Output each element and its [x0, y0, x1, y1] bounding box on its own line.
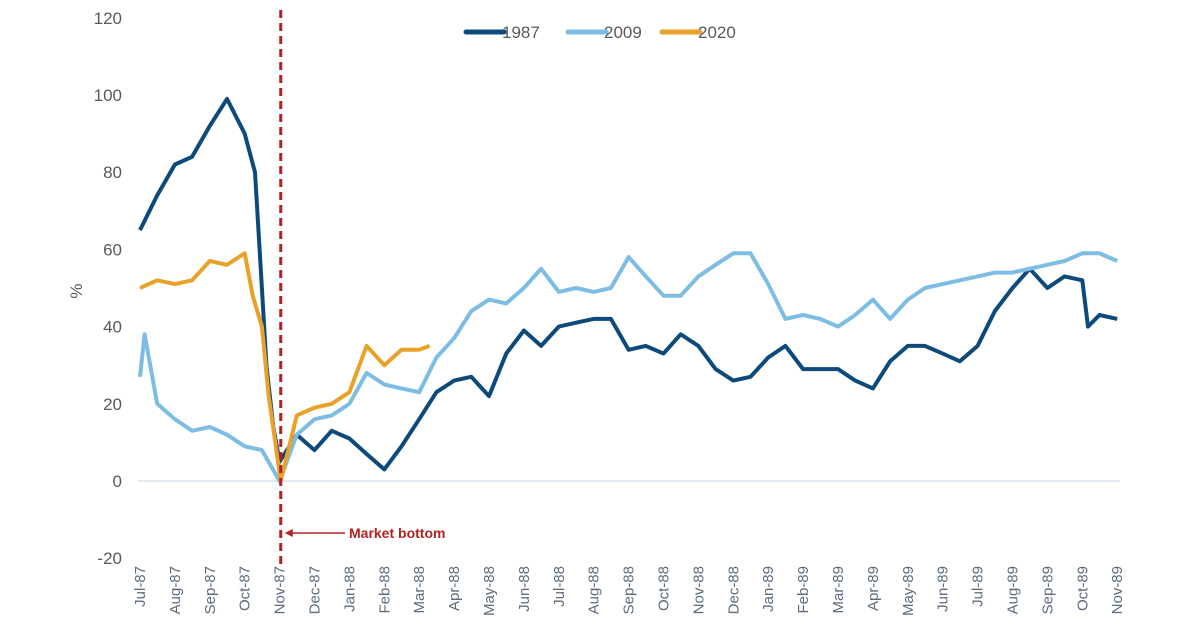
legend-label: 1987 [502, 23, 540, 42]
x-tick-label: Jul-89 [970, 566, 987, 607]
market-bottom-annotation: Market bottom [284, 525, 445, 541]
x-tick-label: Oct-88 [656, 566, 673, 611]
y-tick-label: 20 [103, 395, 122, 414]
x-tick-label: Jun-88 [516, 566, 533, 612]
legend: 1987 2009 2020 [463, 23, 736, 42]
y-axis-ticks: -20 0 20 40 60 80 100 120 [94, 9, 122, 568]
x-tick-label: Dec-87 [307, 566, 324, 614]
x-tick-label: Jul-87 [132, 566, 149, 607]
x-tick-label: Oct-89 [1074, 566, 1091, 611]
x-tick-label: Sep-89 [1039, 566, 1056, 614]
y-tick-label: 100 [94, 86, 122, 105]
x-tick-label: Jul-88 [551, 566, 568, 607]
x-tick-label: Sep-87 [202, 566, 219, 614]
legend-item-2009: 2009 [565, 23, 642, 42]
y-tick-label: 0 [113, 472, 122, 491]
series-line-2020 [139, 251, 431, 483]
arrow-head-icon [284, 529, 293, 537]
x-tick-label: Jan-88 [341, 566, 358, 612]
y-axis-label: % [67, 283, 86, 298]
y-tick-label: 60 [103, 240, 122, 259]
x-tick-label: Mar-89 [830, 566, 847, 614]
x-tick-label: Aug-89 [1005, 566, 1022, 614]
x-tick-label: Nov-89 [1109, 566, 1126, 614]
x-tick-label: Feb-89 [795, 566, 812, 614]
x-tick-label: Aug-87 [167, 566, 184, 614]
x-tick-label: Oct-87 [237, 566, 254, 611]
x-tick-label: Apr-88 [446, 566, 463, 611]
series-line-2009 [138, 251, 1118, 483]
y-tick-label: 80 [103, 163, 122, 182]
y-tick-label: -20 [97, 549, 122, 568]
x-tick-label: Sep-88 [621, 566, 638, 614]
series-line-1987 [138, 96, 1118, 472]
legend-label: 2009 [604, 23, 642, 42]
y-tick-label: 120 [94, 9, 122, 28]
y-tick-label: 40 [103, 318, 122, 337]
x-tick-label: May-89 [900, 566, 917, 616]
x-tick-label: Jun-89 [935, 566, 952, 612]
series-group [138, 96, 1118, 483]
x-tick-label: Nov-87 [272, 566, 289, 614]
annotation-label: Market bottom [349, 525, 445, 541]
x-tick-label: Aug-88 [586, 566, 603, 614]
x-tick-label: Dec-88 [725, 566, 742, 614]
x-axis-ticks: Jul-87 Aug-87 Sep-87 Oct-87 Nov-87 Dec-87 Jan-… [132, 566, 1126, 616]
x-tick-label: Jan-89 [760, 566, 777, 612]
x-tick-label: Nov-88 [690, 566, 707, 614]
legend-item-2020: 2020 [659, 23, 736, 42]
x-tick-label: Mar-88 [411, 566, 428, 614]
x-tick-label: May-88 [481, 566, 498, 616]
legend-item-1987: 1987 [463, 23, 540, 42]
legend-label: 2020 [698, 23, 736, 42]
x-tick-label: Feb-88 [376, 566, 393, 614]
x-tick-label: Apr-89 [865, 566, 882, 611]
